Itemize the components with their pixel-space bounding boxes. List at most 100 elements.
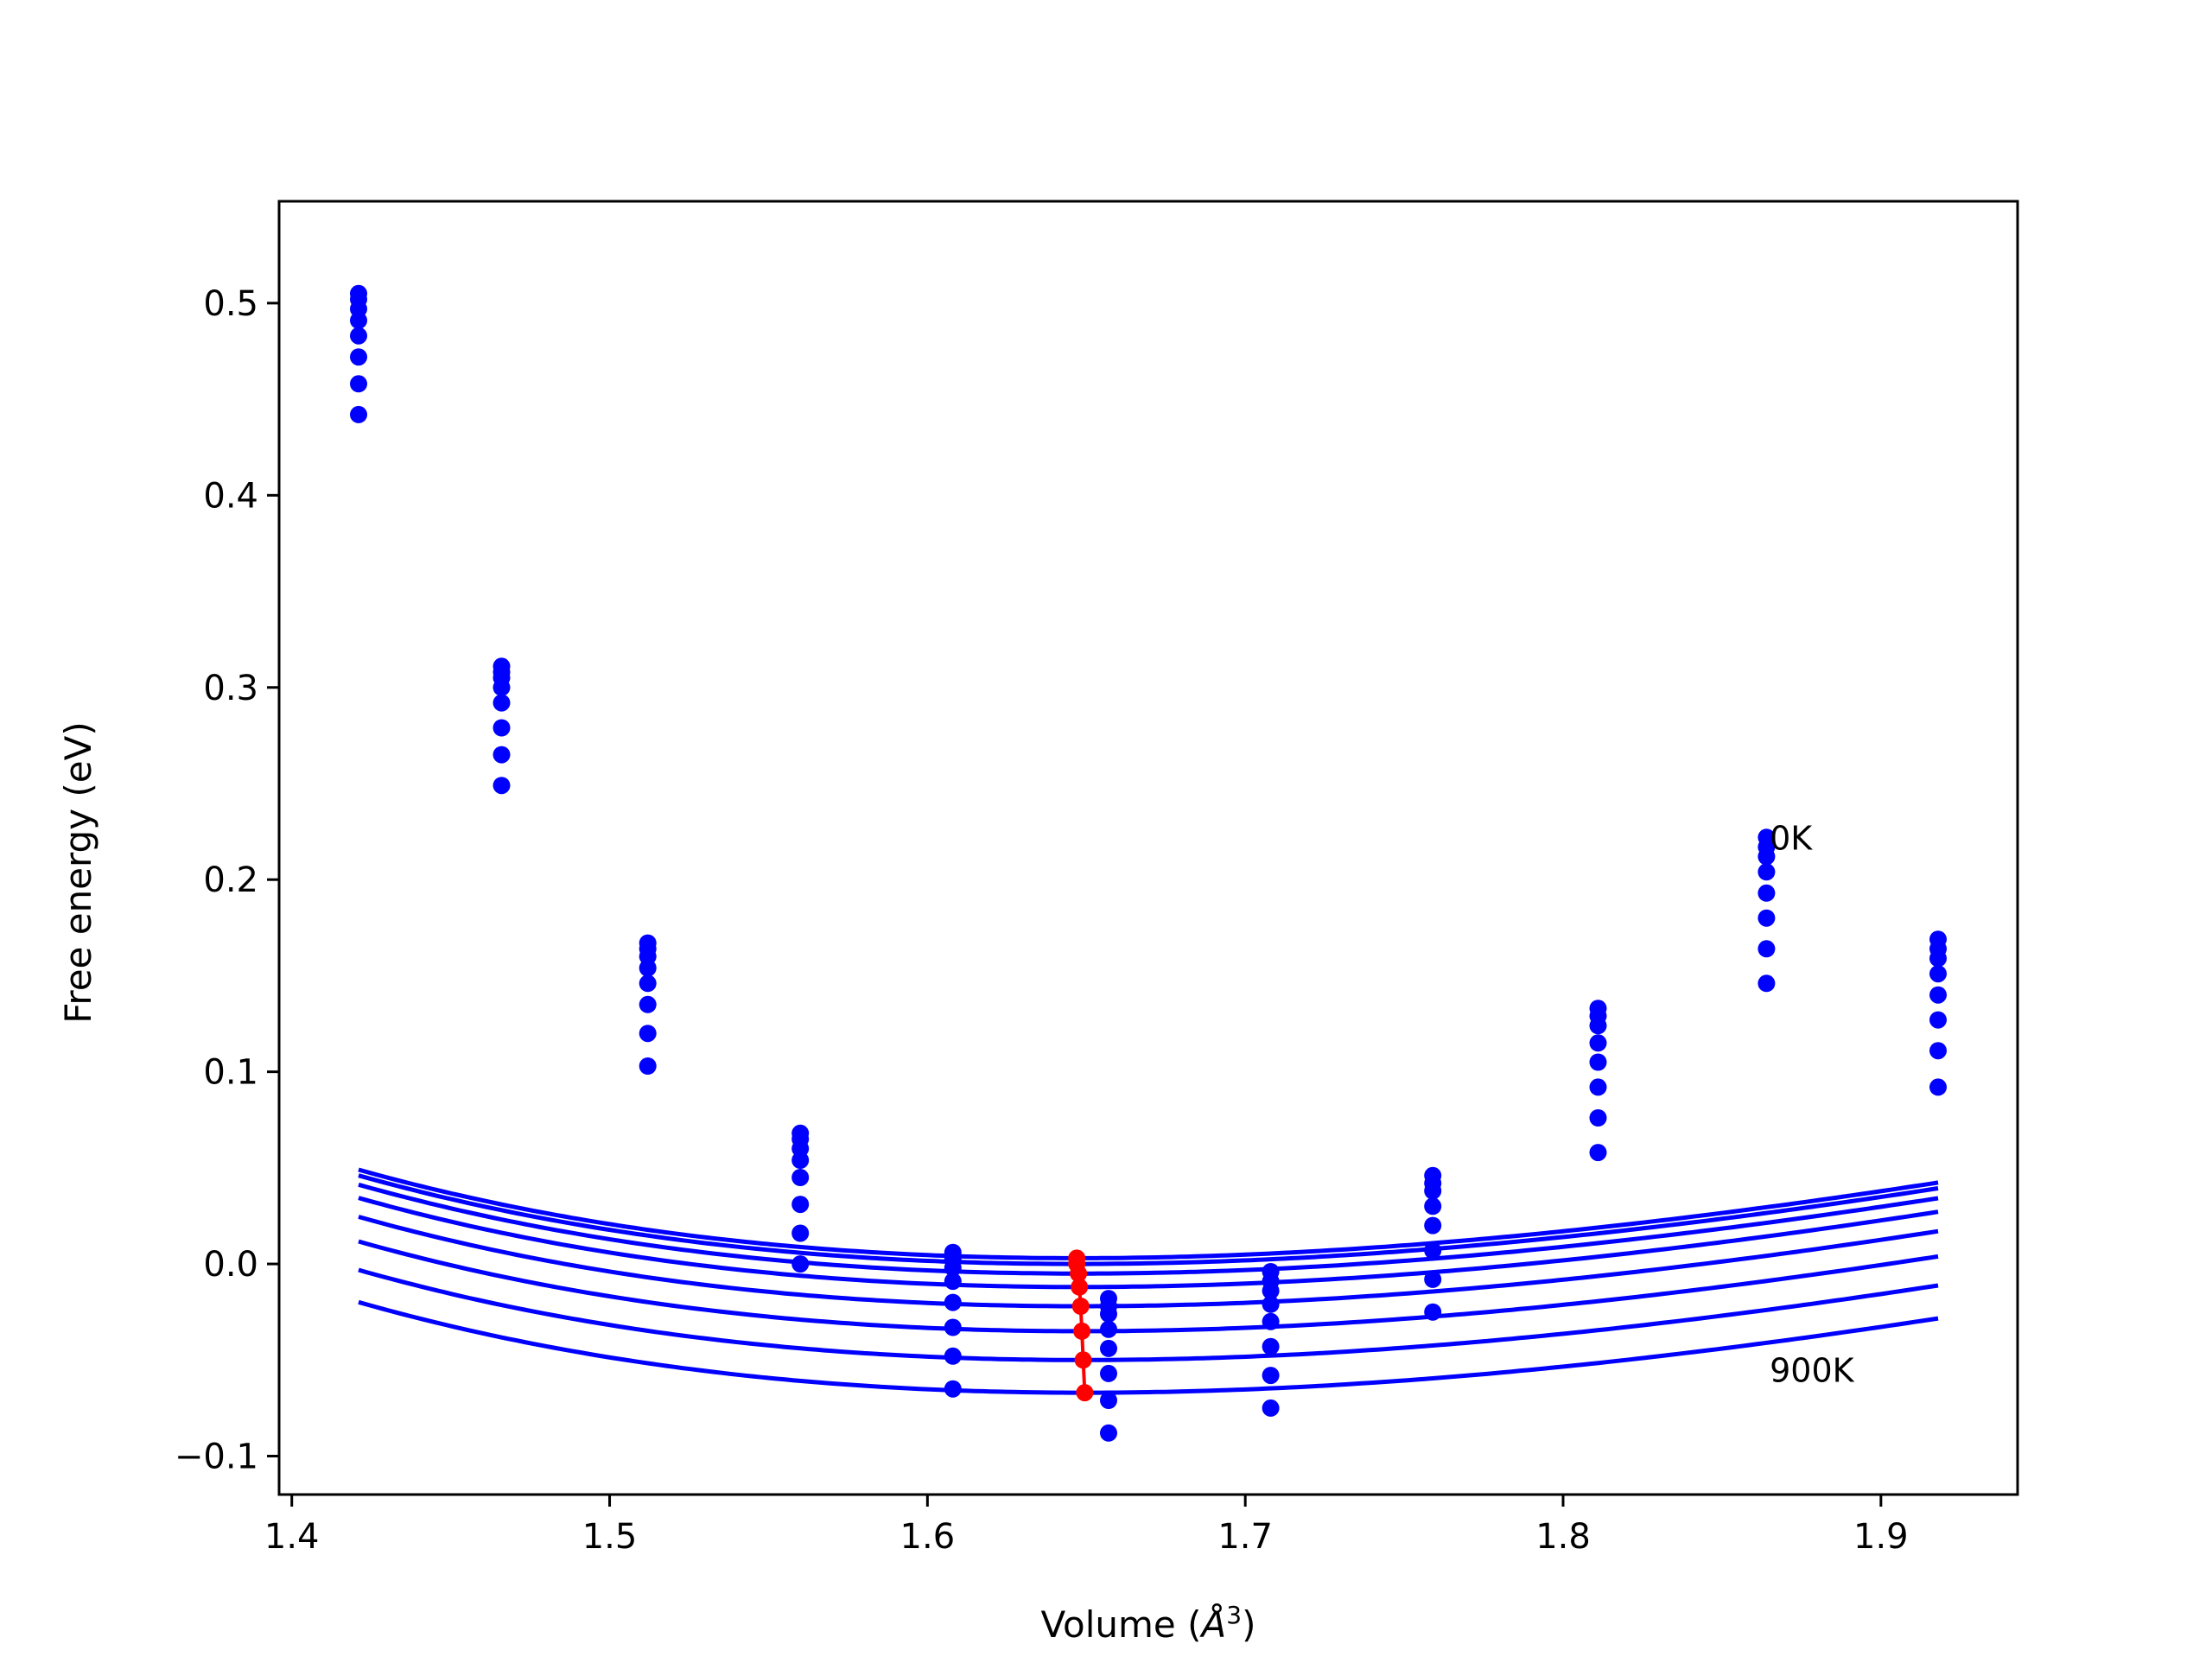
data-point-s3-6	[1262, 1295, 1280, 1313]
series-line-3	[358, 1196, 1939, 1290]
y-tick-label-3: 0.2	[203, 860, 258, 900]
minimum-point-3	[1071, 1278, 1089, 1296]
data-point-s2-5	[1100, 1304, 1117, 1323]
series-line-6	[358, 1267, 1939, 1362]
data-point-s3-3	[791, 1152, 810, 1169]
data-point-s5-2	[639, 995, 657, 1013]
data-point-s4-4	[944, 1293, 962, 1311]
data-point-s7-5	[1100, 1424, 1117, 1442]
data-point-s6-4	[944, 1347, 962, 1365]
x-axis-ticks: 1.4 1.5 1.6 1.7 1.8 1.9	[264, 1495, 1909, 1557]
data-point-s6-6	[1262, 1367, 1280, 1385]
x-tick-label-1: 1.5	[582, 1517, 638, 1557]
data-point-s6-9	[1758, 940, 1776, 958]
series-line-7	[358, 1299, 1939, 1395]
data-point-s4-1	[493, 694, 511, 712]
series-line-5	[358, 1239, 1939, 1334]
data-point-s6-2	[639, 1025, 657, 1043]
data-point-s5-9	[1758, 909, 1776, 927]
data-point-s5-3	[791, 1196, 810, 1214]
data-point-s3-10	[1929, 965, 1947, 983]
series-line-4	[358, 1215, 1939, 1309]
data-point-s5-4	[944, 1318, 962, 1336]
data-point-s5-1	[493, 719, 511, 737]
data-point-s4-9	[1758, 884, 1776, 902]
data-point-s4-7	[1424, 1216, 1442, 1235]
data-point-s4-8	[1589, 1053, 1607, 1071]
plot-frame	[277, 200, 2019, 1496]
y-tick-label-5: 0.4	[203, 476, 258, 516]
data-point-s2-10	[1929, 949, 1947, 968]
data-point-s2-4	[944, 1259, 962, 1277]
data-point-s5-5	[1100, 1364, 1117, 1382]
annotations-layer: 0K 900K	[1770, 819, 1855, 1389]
data-point-s3-7	[1424, 1197, 1442, 1216]
data-point-s6-3	[791, 1224, 810, 1242]
data-point-s2-8	[1589, 1017, 1607, 1035]
data-point-s3-2	[639, 959, 657, 977]
points-layer	[350, 284, 1947, 1442]
data-point-s7-9	[1758, 974, 1776, 993]
annotation-0: 0K	[1770, 819, 1813, 857]
data-point-s3-4	[944, 1273, 962, 1291]
data-point-s5-8	[1589, 1078, 1607, 1096]
data-point-s6-8	[1589, 1109, 1607, 1127]
series-line-0	[358, 1167, 1939, 1260]
data-point-s7-7	[1424, 1303, 1442, 1321]
y-tick-label-2: 0.1	[203, 1053, 258, 1093]
y-axis-label: Free energy (eV)	[57, 721, 99, 1024]
data-point-s5-7	[1424, 1241, 1442, 1260]
series-line-2	[358, 1182, 1939, 1276]
curves-layer	[358, 1167, 1939, 1395]
data-point-s6-7	[1424, 1270, 1442, 1288]
x-axis-label: Volume (Å3)	[1041, 1601, 1256, 1646]
data-point-s4-6	[1262, 1312, 1280, 1330]
data-point-s2-7	[1424, 1182, 1442, 1200]
minimum-point-4	[1071, 1298, 1090, 1315]
x-tick-label-2: 1.6	[900, 1517, 956, 1557]
data-point-s7-1	[493, 777, 511, 795]
data-point-s7-0	[350, 405, 367, 423]
data-point-s4-10	[1929, 986, 1947, 1004]
data-point-s5-0	[350, 348, 367, 366]
annotation-1: 900K	[1770, 1351, 1855, 1389]
data-point-s3-5	[1100, 1320, 1117, 1338]
minimum-point-2	[1070, 1265, 1088, 1283]
y-tick-label-4: 0.3	[203, 669, 258, 708]
data-point-s7-3	[791, 1255, 810, 1273]
y-tick-label-1: 0.0	[203, 1245, 258, 1285]
data-point-s5-6	[1262, 1337, 1280, 1355]
x-tick-label-3: 1.7	[1217, 1517, 1273, 1557]
minimum-point-5	[1073, 1322, 1091, 1340]
data-point-s5-10	[1929, 1011, 1947, 1029]
x-tick-label-0: 1.4	[264, 1517, 320, 1557]
minimum-point-6	[1074, 1351, 1092, 1369]
data-point-s3-8	[1589, 1034, 1607, 1052]
data-point-s4-5	[1100, 1339, 1117, 1357]
data-point-s3-0	[350, 311, 367, 329]
data-point-s4-2	[639, 974, 657, 993]
data-point-s7-6	[1262, 1399, 1280, 1417]
minimum-point-7	[1076, 1384, 1094, 1402]
data-point-s7-4	[944, 1380, 962, 1398]
data-point-s6-10	[1929, 1042, 1947, 1060]
minima-layer	[1068, 1249, 1094, 1402]
data-point-s6-0	[350, 375, 367, 393]
data-point-s7-10	[1929, 1078, 1947, 1096]
data-point-s4-3	[791, 1169, 810, 1186]
x-tick-label-4: 1.8	[1535, 1517, 1591, 1557]
data-point-s2-9	[1758, 847, 1776, 866]
data-point-s3-9	[1758, 863, 1776, 881]
x-tick-label-5: 1.9	[1853, 1517, 1909, 1557]
data-point-s6-1	[493, 746, 511, 764]
data-point-s7-2	[639, 1057, 657, 1075]
data-point-s2-6	[1262, 1282, 1280, 1300]
data-point-s7-8	[1589, 1144, 1607, 1162]
data-point-s3-1	[493, 678, 511, 696]
y-tick-label-0: −0.1	[175, 1438, 258, 1477]
y-axis-ticks: −0.1 0.0 0.1 0.2 0.3 0.4 0.5	[175, 284, 279, 1477]
data-point-s4-0	[350, 327, 367, 345]
